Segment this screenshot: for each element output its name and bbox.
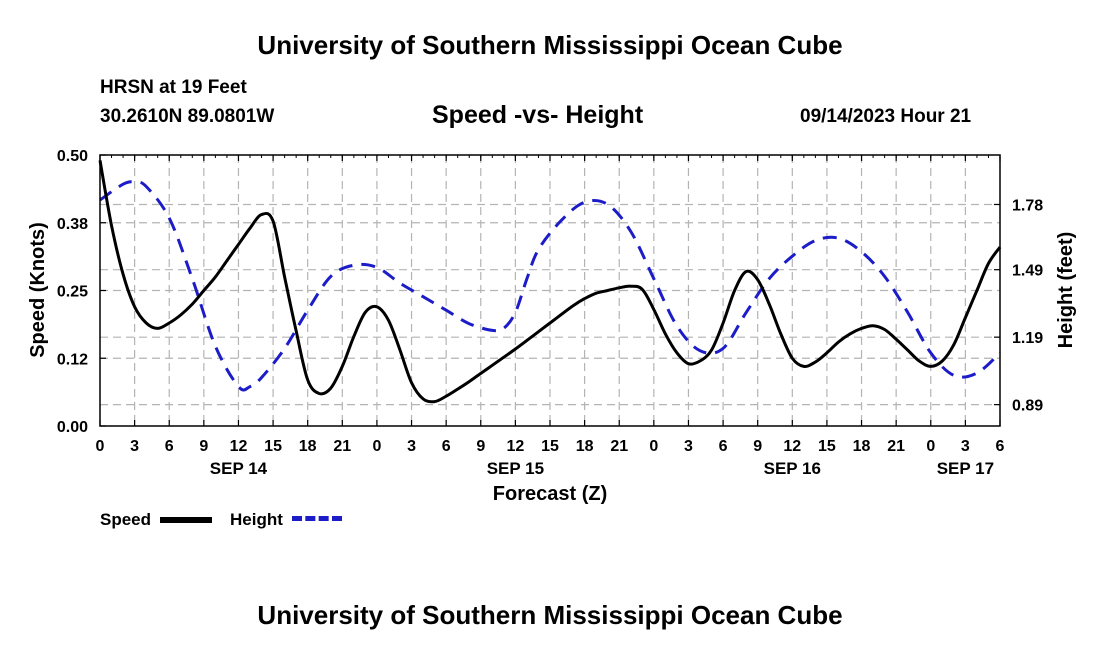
x-tick-label: 9: [476, 438, 485, 455]
x-tick-label: 0: [372, 438, 381, 455]
station-coords: 30.2610N 89.0801W: [100, 106, 275, 127]
x-tick-label: 0: [649, 438, 658, 455]
x-tick-label: 21: [333, 438, 351, 455]
x-tick-label: 21: [887, 438, 905, 455]
x-date-label: SEP 16: [764, 459, 821, 478]
x-tick-label: 6: [165, 438, 174, 455]
y-axis-right-label: Height (feet): [1055, 232, 1077, 349]
axis-ticks: 0 3 6 9 12 15 18 21 0 3 6 9 12 15 18 21 0 3 6 9 12 15 18 21 0 3 6S…: [57, 148, 1043, 478]
x-tick-label: 15: [818, 438, 836, 455]
timestamp: 09/14/2023 Hour 21: [800, 106, 972, 127]
x-tick-label: 0: [96, 438, 105, 455]
y-left-tick-label: 0.12: [57, 351, 88, 368]
x-date-label: SEP 15: [487, 459, 544, 478]
x-tick-label: 6: [719, 438, 728, 455]
grid-lines: [100, 155, 1000, 426]
page-title: University of Southern Mississippi Ocean…: [257, 30, 843, 60]
y-left-tick-label: 0.00: [57, 419, 88, 436]
series-layer: [98, 160, 1002, 404]
legend-speed-label: Speed: [100, 510, 152, 529]
station-label: HRSN at 19 Feet: [100, 77, 247, 98]
legend-speed-swatch: [160, 517, 212, 523]
x-tick-label: 3: [407, 438, 416, 455]
footer-title: University of Southern Mississippi Ocean…: [257, 600, 843, 630]
x-tick-label: 9: [753, 438, 762, 455]
x-tick-label: 3: [961, 438, 970, 455]
x-tick-label: 6: [996, 438, 1005, 455]
series-line-height: [99, 180, 1002, 392]
x-tick-label: 15: [541, 438, 559, 455]
x-tick-label: 12: [506, 438, 524, 455]
x-tick-label: 12: [783, 438, 801, 455]
x-tick-label: 12: [230, 438, 248, 455]
x-tick-label: 18: [299, 438, 317, 455]
x-date-label: SEP 14: [210, 459, 268, 478]
legend-height-label: Height: [230, 510, 283, 529]
y-right-tick-label: 1.78: [1012, 197, 1043, 214]
x-date-label: SEP 17: [937, 459, 994, 478]
y-right-tick-label: 1.49: [1012, 263, 1043, 280]
x-tick-label: 3: [684, 438, 693, 455]
chart-title: Speed -vs- Height: [432, 101, 644, 129]
y-right-tick-label: 0.89: [1012, 398, 1043, 415]
x-tick-label: 21: [610, 438, 628, 455]
x-tick-label: 3: [130, 438, 139, 455]
y-left-tick-label: 0.38: [57, 216, 88, 233]
y-right-tick-label: 1.19: [1012, 330, 1043, 347]
x-tick-label: 9: [199, 438, 208, 455]
y-left-tick-label: 0.25: [57, 284, 88, 301]
y-axis-left-label: Speed (Knots): [27, 222, 49, 358]
x-tick-label: 15: [264, 438, 282, 455]
legend-height-swatch: [292, 516, 342, 521]
y-left-tick-label: 0.50: [57, 148, 88, 165]
x-tick-label: 0: [926, 438, 935, 455]
x-tick-label: 6: [442, 438, 451, 455]
x-tick-label: 18: [576, 438, 594, 455]
series-line-speed: [98, 160, 1002, 404]
x-tick-label: 18: [853, 438, 871, 455]
x-axis-label: Forecast (Z): [493, 483, 607, 505]
